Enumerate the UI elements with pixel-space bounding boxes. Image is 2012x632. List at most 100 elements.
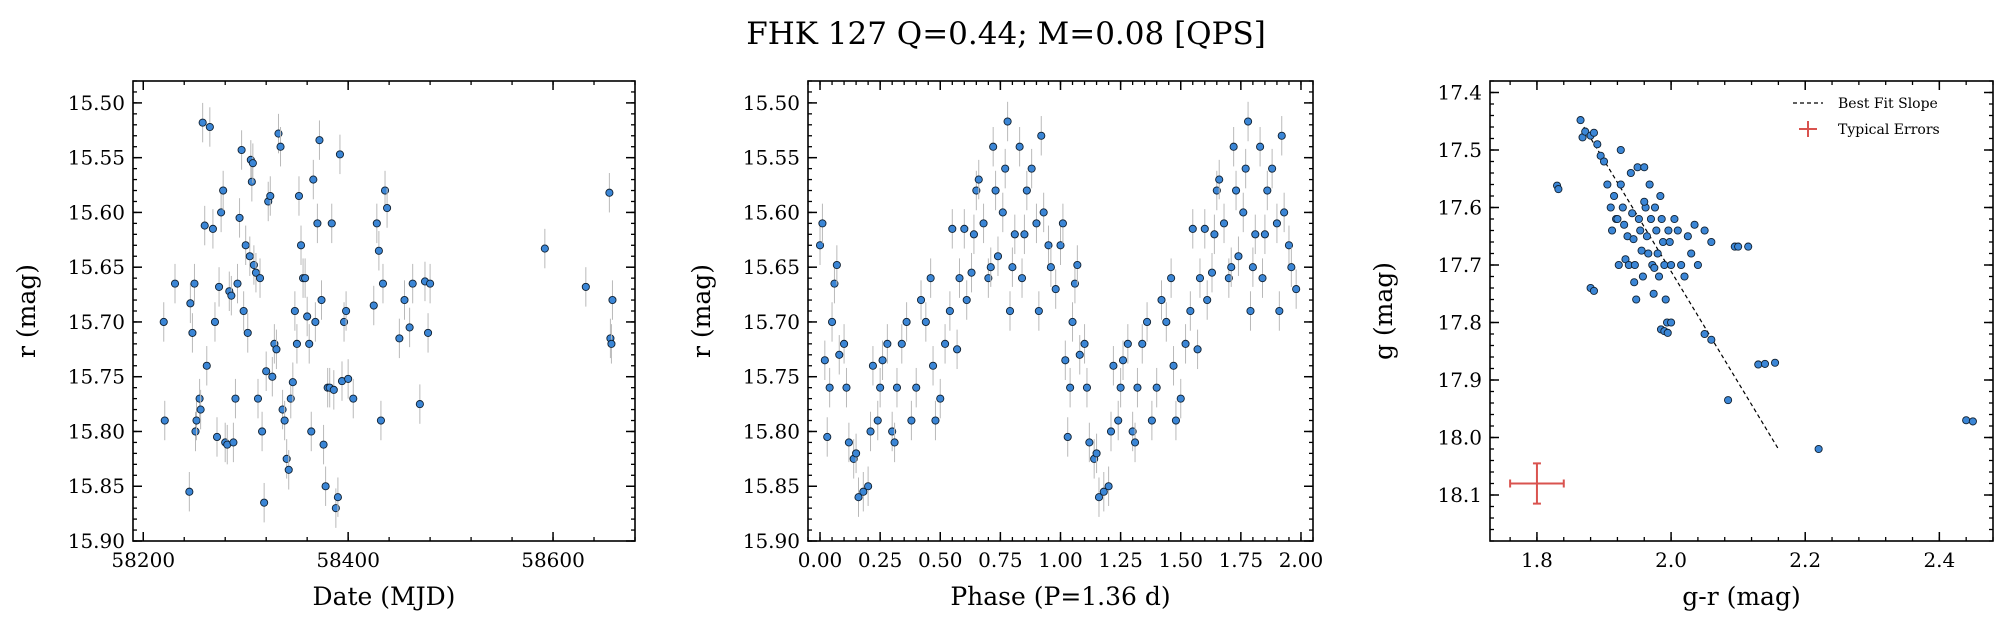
data-point (266, 191, 275, 201)
data-point (1660, 260, 1669, 270)
data-point (1181, 339, 1190, 348)
y-tick-label: 15.90 (68, 529, 125, 553)
data-point (1642, 232, 1651, 241)
data-point (1027, 164, 1036, 173)
data-point (888, 427, 897, 436)
data-point (1207, 268, 1217, 277)
data-point (198, 118, 207, 127)
data-point (1051, 285, 1060, 294)
data-point (1599, 157, 1609, 166)
data-point (1593, 140, 1602, 149)
data-point (210, 317, 220, 327)
data-point (248, 159, 257, 168)
data-point (237, 145, 246, 155)
data-point (840, 339, 849, 348)
data-point (1234, 252, 1243, 261)
data-point (953, 345, 962, 354)
data-point (1118, 356, 1128, 365)
data-point (1017, 274, 1027, 283)
data-point (835, 350, 844, 359)
data-point (1653, 249, 1662, 258)
y-tick-label: 15.85 (743, 474, 800, 498)
data-point (1680, 272, 1689, 281)
figure-title: FHK 127 Q=0.44; M=0.08 [QPS] (746, 16, 1266, 52)
data-point (313, 219, 322, 228)
data-point (581, 282, 590, 291)
data-point (1130, 438, 1140, 447)
color-magnitude-panel: 1.8 2.0 2.2 2.4 17.4 17.5 17.6 17.7 17.8 17.9 18.0… (1369, 80, 1994, 611)
data-point (1263, 186, 1272, 195)
data-point (1020, 230, 1029, 239)
data-point (890, 438, 899, 447)
data-point (160, 416, 169, 425)
data-point (1186, 306, 1195, 316)
data-point (1630, 278, 1639, 287)
data-point (1244, 117, 1253, 126)
data-point (1613, 214, 1622, 224)
data-point (301, 274, 310, 283)
data-point (540, 244, 549, 253)
data-point (272, 345, 281, 354)
data-point (916, 295, 926, 305)
data-point (1032, 219, 1041, 228)
data-point (878, 356, 887, 365)
data-point (405, 323, 414, 332)
data-point (260, 498, 269, 507)
x-tick-label: 1.50 (1158, 548, 1203, 572)
data-point (827, 317, 837, 327)
data-point (1814, 444, 1823, 454)
data-point (1626, 168, 1635, 178)
data-point (1167, 274, 1176, 283)
data-point (1073, 260, 1082, 270)
data-point (1114, 416, 1123, 425)
data-point (1638, 272, 1647, 281)
data-point (268, 372, 277, 381)
x-tick-label: 2.00 (1279, 548, 1324, 572)
data-point (1610, 191, 1619, 201)
typical-error-marker (1509, 462, 1565, 505)
data-point (1210, 230, 1219, 239)
data-point (229, 438, 238, 447)
data-point (188, 328, 197, 337)
data-point (1614, 260, 1623, 270)
data-point (239, 306, 248, 316)
data-point (1227, 263, 1236, 272)
data-point (205, 122, 214, 132)
y-tick-label: 15.75 (68, 365, 125, 389)
data-point (191, 427, 200, 436)
y-tick-label: 15.85 (68, 474, 125, 498)
data-point (315, 136, 324, 145)
data-point (1157, 295, 1166, 305)
data-point (936, 394, 945, 403)
data-point (1634, 214, 1643, 224)
data-point (998, 208, 1007, 217)
data-point (1640, 163, 1649, 172)
data-point (1677, 260, 1686, 270)
data-point (1663, 328, 1672, 337)
data-point (195, 394, 204, 403)
data-point (1620, 220, 1629, 229)
data-point (219, 186, 228, 195)
data-point (1618, 203, 1627, 212)
data-point (1665, 237, 1674, 247)
data-point (960, 224, 969, 233)
data-point (1700, 329, 1709, 339)
plot-frame (132, 80, 636, 542)
data-point (1152, 383, 1161, 392)
data-point (296, 241, 306, 250)
data-point (227, 291, 236, 300)
data-point (311, 317, 320, 327)
data-point (1652, 226, 1661, 235)
y-tick-label: 15.65 (68, 255, 125, 279)
x-tick-label: 58200 (111, 548, 175, 572)
data-point (1260, 230, 1269, 239)
data-point (1224, 274, 1233, 283)
y-axis-label: g (mag) (1369, 262, 1398, 360)
data-point (926, 274, 935, 283)
data-point (372, 219, 381, 228)
data-point (1272, 219, 1281, 228)
data-point (974, 175, 983, 184)
data-point (415, 400, 424, 409)
data-point (1670, 214, 1679, 224)
x-tick-label: 0.50 (918, 548, 963, 572)
